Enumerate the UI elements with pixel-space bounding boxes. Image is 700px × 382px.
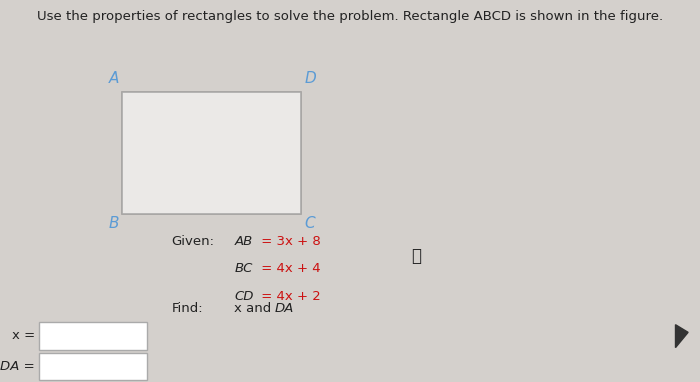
Text: DA: DA [275,302,295,315]
Text: Given:: Given: [172,235,214,248]
Bar [122,92,301,214]
Bar [38,353,147,380]
Text: = 3x + 8: = 3x + 8 [257,235,321,248]
Text: Use the properties of rectangles to solve the problem. Rectangle ABCD is shown i: Use the properties of rectangles to solv… [37,10,663,23]
Polygon shape [676,325,688,348]
Text: Find:: Find: [172,302,203,315]
Text: C: C [304,216,315,231]
Text: A: A [108,71,119,86]
Text: x =: x = [12,329,35,342]
Bar [38,322,147,350]
Text: BC: BC [234,262,253,275]
Text: D: D [304,71,316,86]
Text: = 4x + 4: = 4x + 4 [257,262,321,275]
Text: = 4x + 2: = 4x + 2 [257,290,321,303]
Text: CD: CD [234,290,254,303]
Text: x and: x and [234,302,276,315]
Text: B: B [108,216,119,231]
Text: DA =: DA = [0,360,35,373]
Text: ⓘ: ⓘ [412,247,421,265]
Text: AB: AB [234,235,253,248]
